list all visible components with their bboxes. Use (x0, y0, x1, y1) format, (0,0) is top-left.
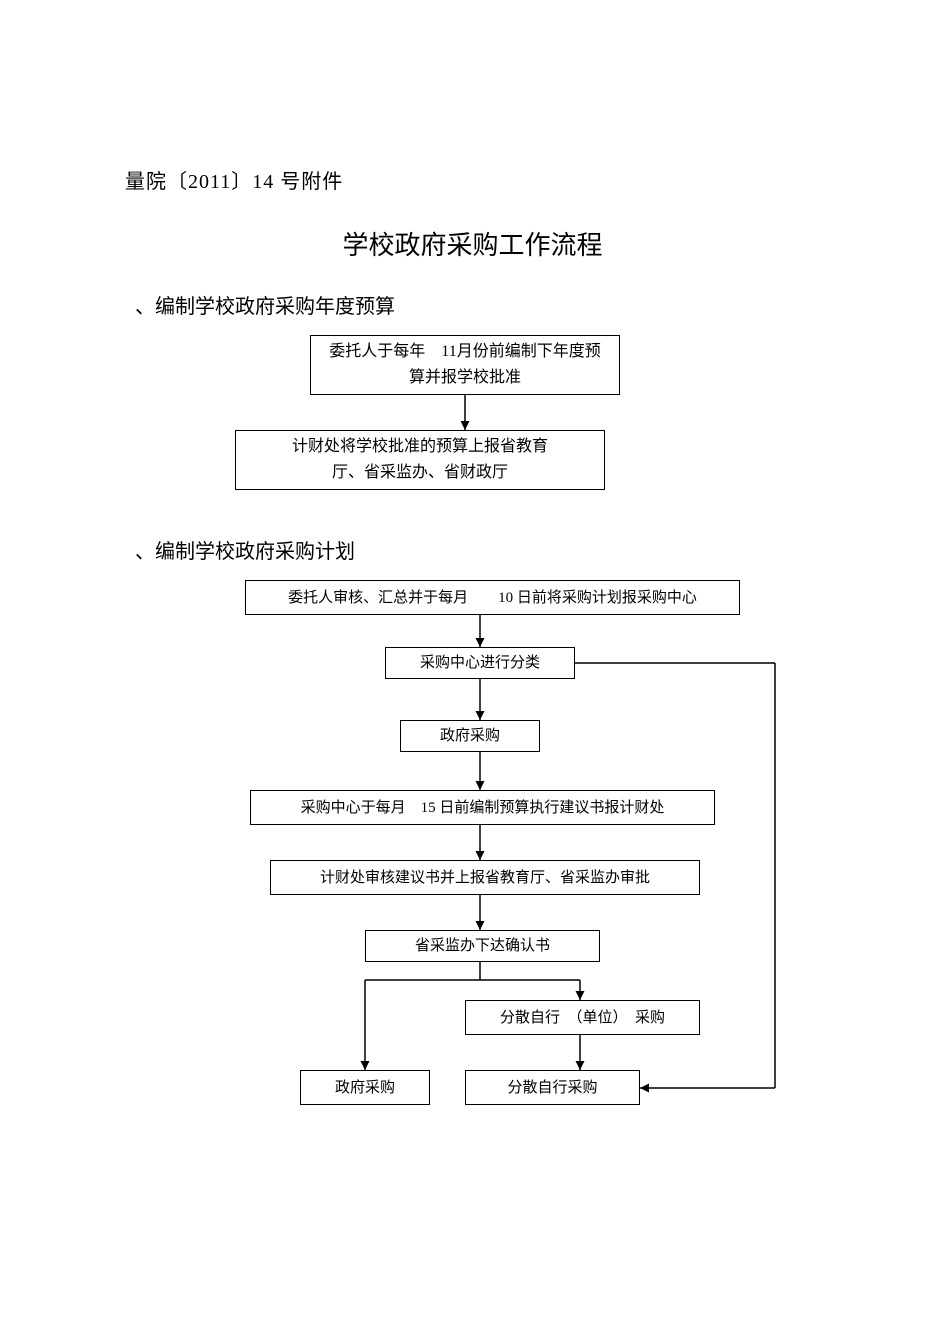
section-2-heading: 、编制学校政府采购计划 (135, 535, 355, 564)
flow2-node-2-text: 采购中心进行分类 (420, 651, 540, 675)
flow2-node-6-text: 省采监办下达确认书 (415, 934, 550, 958)
flow2-node-6: 省采监办下达确认书 (365, 930, 600, 962)
page-root: 量院〔2011〕14 号附件 学校政府采购工作流程 、编制学校政府采购年度预算 … (0, 0, 945, 1338)
flow2-node-8: 政府采购 (300, 1070, 430, 1105)
flow2-node-8-text: 政府采购 (335, 1076, 395, 1100)
flow2-node-9: 分散自行采购 (465, 1070, 640, 1105)
flow2-node-1: 委托人审核、汇总并于每月 10 日前将采购计划报采购中心 (245, 580, 740, 615)
flow1-node-1-text: 委托人于每年 11月份前编制下年度预算并报学校批准 (329, 339, 600, 390)
flow1-node-1: 委托人于每年 11月份前编制下年度预算并报学校批准 (310, 335, 620, 395)
page-title: 学校政府采购工作流程 (0, 225, 945, 262)
flow1-node-2: 计财处将学校批准的预算上报省教育厅、省采监办、省财政厅 (235, 430, 605, 490)
flow2-node-5: 计财处审核建议书并上报省教育厅、省采监办审批 (270, 860, 700, 895)
flow2-node-4: 采购中心于每月 15 日前编制预算执行建议书报计财处 (250, 790, 715, 825)
flow2-node-1-text: 委托人审核、汇总并于每月 10 日前将采购计划报采购中心 (288, 586, 697, 610)
flow2-node-3-text: 政府采购 (440, 724, 500, 748)
flow2-node-3: 政府采购 (400, 720, 540, 752)
flow2-node-4-text: 采购中心于每月 15 日前编制预算执行建议书报计财处 (301, 796, 665, 820)
doc-reference: 量院〔2011〕14 号附件 (125, 165, 343, 194)
section-1-heading: 、编制学校政府采购年度预算 (135, 290, 395, 319)
flow2-node-5-text: 计财处审核建议书并上报省教育厅、省采监办审批 (320, 866, 650, 890)
flow2-node-2: 采购中心进行分类 (385, 647, 575, 679)
flow2-node-7: 分散自行 （单位） 采购 (465, 1000, 700, 1035)
flow2-node-7-text: 分散自行 （单位） 采购 (500, 1006, 665, 1030)
flow2-node-9-text: 分散自行采购 (507, 1076, 597, 1100)
flow1-node-2-text: 计财处将学校批准的预算上报省教育厅、省采监办、省财政厅 (292, 434, 548, 485)
